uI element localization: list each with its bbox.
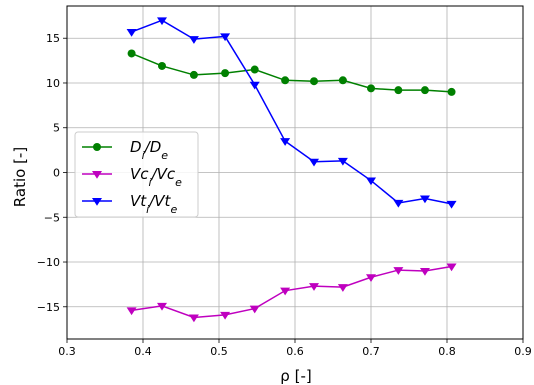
y-axis-label: Ratio [-] [11, 147, 29, 207]
series-line [131, 19, 452, 205]
x-axis-label: ρ [-] [280, 367, 311, 385]
y-tick-label: −10 [37, 256, 60, 269]
series-line [131, 265, 452, 319]
y-tick-label: −15 [37, 301, 60, 314]
data-point [446, 263, 457, 272]
legend-marker [93, 143, 101, 151]
data-point [393, 199, 404, 208]
legend-entry-1: Di/De [82, 138, 168, 162]
legend-label: Vti/Vte [130, 192, 177, 216]
data-point [280, 138, 291, 146]
data-point [126, 28, 137, 37]
y-tick-label: 15 [46, 32, 60, 45]
y-tick-label: −5 [44, 211, 60, 224]
data-point [188, 36, 199, 44]
y-axis-ticks: −15 −10 −5 0 5 10 15 [37, 32, 67, 314]
y-tick-label: 10 [46, 77, 60, 90]
y-tick-label: 0 [53, 167, 60, 180]
data-point [337, 284, 348, 292]
data-point [420, 86, 429, 95]
x-tick-label: 0.4 [134, 345, 152, 358]
data-point [157, 17, 167, 26]
data-point [157, 302, 167, 311]
x-tick-label: 0.5 [210, 345, 228, 358]
data-point [221, 69, 230, 78]
legend-marker [92, 198, 102, 206]
legend-entry-3: Vti/Vte [82, 192, 177, 216]
data-point [338, 76, 347, 85]
series-layer [126, 17, 457, 323]
x-tick-label: 0.3 [58, 345, 76, 358]
data-point [446, 200, 457, 209]
data-point [158, 61, 166, 70]
data-point [419, 267, 430, 276]
data-point [366, 274, 376, 282]
y-tick-label: 5 [53, 122, 60, 135]
x-tick-label: 0.7 [362, 345, 380, 358]
legend-label: Vci/Vce [130, 165, 182, 189]
legend: Di/De Vci/Vce Vti/Vte [74, 131, 199, 218]
data-point [249, 81, 260, 90]
legend-marker [92, 171, 102, 179]
data-point [127, 49, 136, 58]
data-point [220, 33, 231, 42]
data-point [337, 157, 348, 166]
data-point [393, 267, 404, 275]
data-point [309, 158, 319, 167]
legend-box [74, 131, 199, 218]
x-tick-label: 0.8 [438, 345, 456, 358]
data-point [367, 84, 375, 93]
series-3 [126, 17, 457, 209]
legend-label: Di/De [130, 138, 168, 162]
series-line [131, 52, 452, 93]
data-point [250, 65, 259, 74]
data-point [419, 195, 430, 204]
x-axis-ticks: 0.3 0.4 0.5 0.6 0.7 0.8 0.9 [58, 339, 532, 358]
x-tick-label: 0.6 [286, 345, 304, 358]
data-point [310, 77, 318, 86]
data-point [249, 305, 260, 314]
series-2 [126, 263, 457, 323]
data-point [189, 70, 198, 79]
data-point [309, 283, 319, 291]
data-point [126, 307, 137, 316]
data-point [281, 76, 290, 85]
data-point [188, 314, 199, 323]
data-point [447, 87, 456, 96]
series-1 [127, 49, 456, 96]
x-tick-label: 0.9 [514, 345, 532, 358]
data-point [280, 287, 291, 296]
data-point [394, 86, 403, 95]
data-point [366, 177, 376, 186]
data-point [220, 311, 231, 320]
legend-entry-2: Vci/Vce [82, 165, 182, 189]
